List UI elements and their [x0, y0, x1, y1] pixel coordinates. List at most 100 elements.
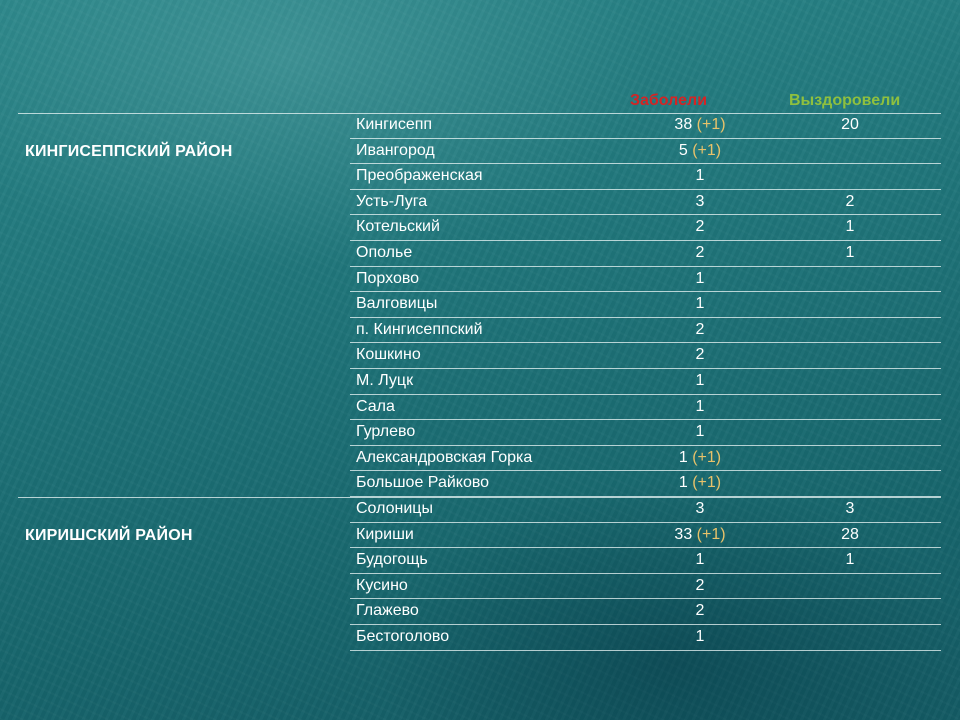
locality-name: Кошкино [356, 346, 421, 364]
sick-count: 3 [695, 192, 705, 210]
locality-name: Преображенская [356, 167, 483, 185]
sick-count-cell: 38 (+1) [630, 116, 770, 134]
sick-count-cell: 1 (+1) [630, 474, 770, 492]
locality-name: Ополье [356, 243, 413, 261]
recovered-count: 20 [841, 116, 859, 133]
locality-name: п. Кингисеппский [356, 320, 483, 338]
locality-name: Сала [356, 397, 395, 415]
sick-count: 3 [695, 500, 705, 517]
sick-count: 1 [678, 448, 688, 466]
sick-count: 2 [695, 218, 705, 236]
sick-count: 1 [695, 423, 705, 441]
sick-delta: (+1) [696, 525, 726, 543]
district-group-kirishi: КИРИШСКИЙ РАЙОН Солоницы 3 3 Кириши 33 (+1) 2… [18, 497, 941, 651]
table-row: Кингисепп 38 (+1) 20 [350, 113, 941, 139]
sick-count-cell: 1 [630, 167, 770, 185]
locality-name: Гурлево [356, 423, 416, 441]
table-row: Кошкино 2 [350, 343, 941, 369]
sick-count: 1 [695, 371, 705, 389]
sick-count: 1 [695, 269, 705, 287]
sick-count-cell: 2 [630, 346, 770, 364]
sick-delta: (+1) [692, 474, 722, 492]
sick-count-cell: 1 [630, 295, 770, 313]
district-rows: Кингисепп 38 (+1) 20 Ивангород 5 (+1) Преобра… [350, 113, 941, 497]
sick-count-cell: 1 [630, 628, 770, 646]
sick-count-cell: 1 [630, 270, 770, 288]
table-row: Глажево 2 [350, 599, 941, 625]
sick-count: 1 [695, 627, 705, 645]
sick-count: 1 [695, 167, 705, 185]
locality-name: М. Луцк [356, 371, 414, 389]
locality-name: Усть-Луга [356, 192, 428, 210]
locality-name: Бестоголово [356, 627, 450, 645]
sick-count-cell: 2 [630, 321, 770, 339]
table-row: Кусино 2 [350, 574, 941, 600]
recovered-count: 1 [845, 218, 855, 236]
sick-count: 38 [674, 116, 693, 133]
recovered-count: 2 [845, 192, 855, 210]
recovered-count: 3 [845, 500, 855, 517]
locality-name: Порхово [356, 269, 420, 287]
sick-count: 2 [695, 602, 705, 620]
recovered-count: 1 [845, 243, 855, 261]
sick-count-cell: 1 [630, 398, 770, 416]
table-row: Сала 1 [350, 395, 941, 421]
sick-count: 33 [674, 525, 693, 543]
table-row: Гурлево 1 [350, 420, 941, 446]
sick-count-cell: 1 [630, 551, 770, 569]
table-row: Бестоголово 1 [350, 625, 941, 651]
recovered-count: 1 [845, 551, 855, 569]
header-recovered: Выздоровели [789, 92, 901, 109]
sick-count-cell: 2 [630, 218, 770, 236]
sick-count: 2 [695, 346, 705, 364]
locality-name: Будогощь [356, 551, 428, 569]
table-row: п. Кингисеппский 2 [350, 318, 941, 344]
header-sick: Заболели [630, 92, 708, 109]
column-headers: Заболели Выздоровели [600, 90, 940, 112]
sick-count-cell: 3 [630, 193, 770, 211]
sick-count-cell: 1 [630, 372, 770, 390]
locality-name: Котельский [356, 218, 440, 236]
sick-count-cell: 2 [630, 244, 770, 262]
recovered-count: 28 [841, 525, 859, 543]
sick-count: 5 [678, 141, 688, 159]
locality-name: Ивангород [356, 141, 435, 159]
sick-count: 2 [695, 243, 705, 261]
locality-name: Большое Райково [356, 474, 490, 492]
district-group-kingisepp: КИНГИСЕППСКИЙ РАЙОН Кингисепп 38 (+1) 20 Ив… [18, 113, 941, 497]
table-row: Александровская Горка 1 (+1) [350, 446, 941, 472]
table-row: Усть-Луга 3 2 [350, 190, 941, 216]
sick-count: 1 [695, 295, 705, 313]
table-row: Преображенская 1 [350, 164, 941, 190]
sick-delta: (+1) [692, 141, 722, 159]
locality-name: Александровская Горка [356, 448, 533, 466]
table-row: Большое Райково 1 (+1) [350, 471, 941, 497]
sick-count-cell: 1 [630, 423, 770, 441]
sick-delta: (+1) [692, 448, 722, 466]
group-top-line [18, 497, 941, 498]
locality-name: Солоницы [356, 500, 433, 517]
locality-name: Кириши [356, 525, 414, 543]
locality-name: Валговицы [356, 295, 438, 313]
table-row: Котельский 2 1 [350, 215, 941, 241]
district-label: КИНГИСЕППСКИЙ РАЙОН [25, 143, 233, 160]
sick-count-cell: 2 [630, 602, 770, 620]
locality-name: Кингисепп [356, 116, 433, 133]
table-row: Ополье 2 1 [350, 241, 941, 267]
table-row: Валговицы 1 [350, 292, 941, 318]
district-rows: Солоницы 3 3 Кириши 33 (+1) 28 Будогощь 1 1 Кусин… [350, 497, 941, 651]
sick-count: 1 [695, 397, 705, 415]
table-row: Ивангород 5 (+1) [350, 139, 941, 165]
table-row: М. Луцк 1 [350, 369, 941, 395]
sick-count: 1 [678, 474, 688, 492]
sick-count-cell: 2 [630, 577, 770, 595]
sick-count: 2 [695, 320, 705, 338]
district-label: КИРИШСКИЙ РАЙОН [25, 527, 193, 544]
locality-name: Глажево [356, 602, 419, 620]
sick-count-cell: 5 (+1) [630, 142, 770, 160]
table-row: Будогощь 1 1 [350, 548, 941, 574]
locality-name: Кусино [356, 576, 408, 594]
sick-count-cell: 1 (+1) [630, 449, 770, 467]
sick-count-cell: 3 [630, 500, 770, 518]
